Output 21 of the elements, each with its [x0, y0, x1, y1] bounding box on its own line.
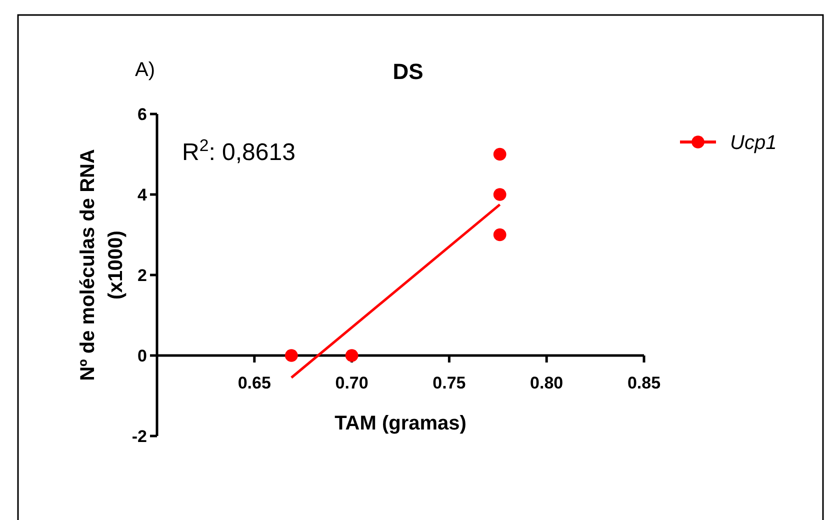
y-axis-title: Nº de moléculas de RNA (x1000)	[77, 149, 127, 381]
y-tick-label: -2	[132, 426, 147, 446]
legend-label: Ucp1	[730, 132, 777, 154]
x-tick-label: 0.85	[627, 374, 661, 392]
point	[284, 349, 298, 362]
x-tick-label: 0.70	[335, 374, 368, 392]
point	[493, 188, 506, 201]
x-axis-title: TAM (gramas)	[334, 412, 466, 434]
x-tick-label: 0.75	[432, 374, 466, 392]
y-tick-label: 2	[138, 266, 147, 285]
y-tick-label: 6	[138, 104, 147, 124]
point	[493, 228, 506, 242]
x-tick-label: 0.80	[530, 374, 564, 392]
chart-title: DS	[392, 59, 424, 84]
annotation: R$^{2}$: 0,8613	[182, 136, 296, 166]
y-tick-label: 0	[138, 346, 147, 366]
y-tick-label: 4	[138, 185, 148, 204]
point	[493, 148, 506, 161]
chart-subtitle: A)	[135, 59, 155, 81]
x-tick-label: 0.65	[238, 374, 271, 392]
point	[345, 349, 358, 362]
